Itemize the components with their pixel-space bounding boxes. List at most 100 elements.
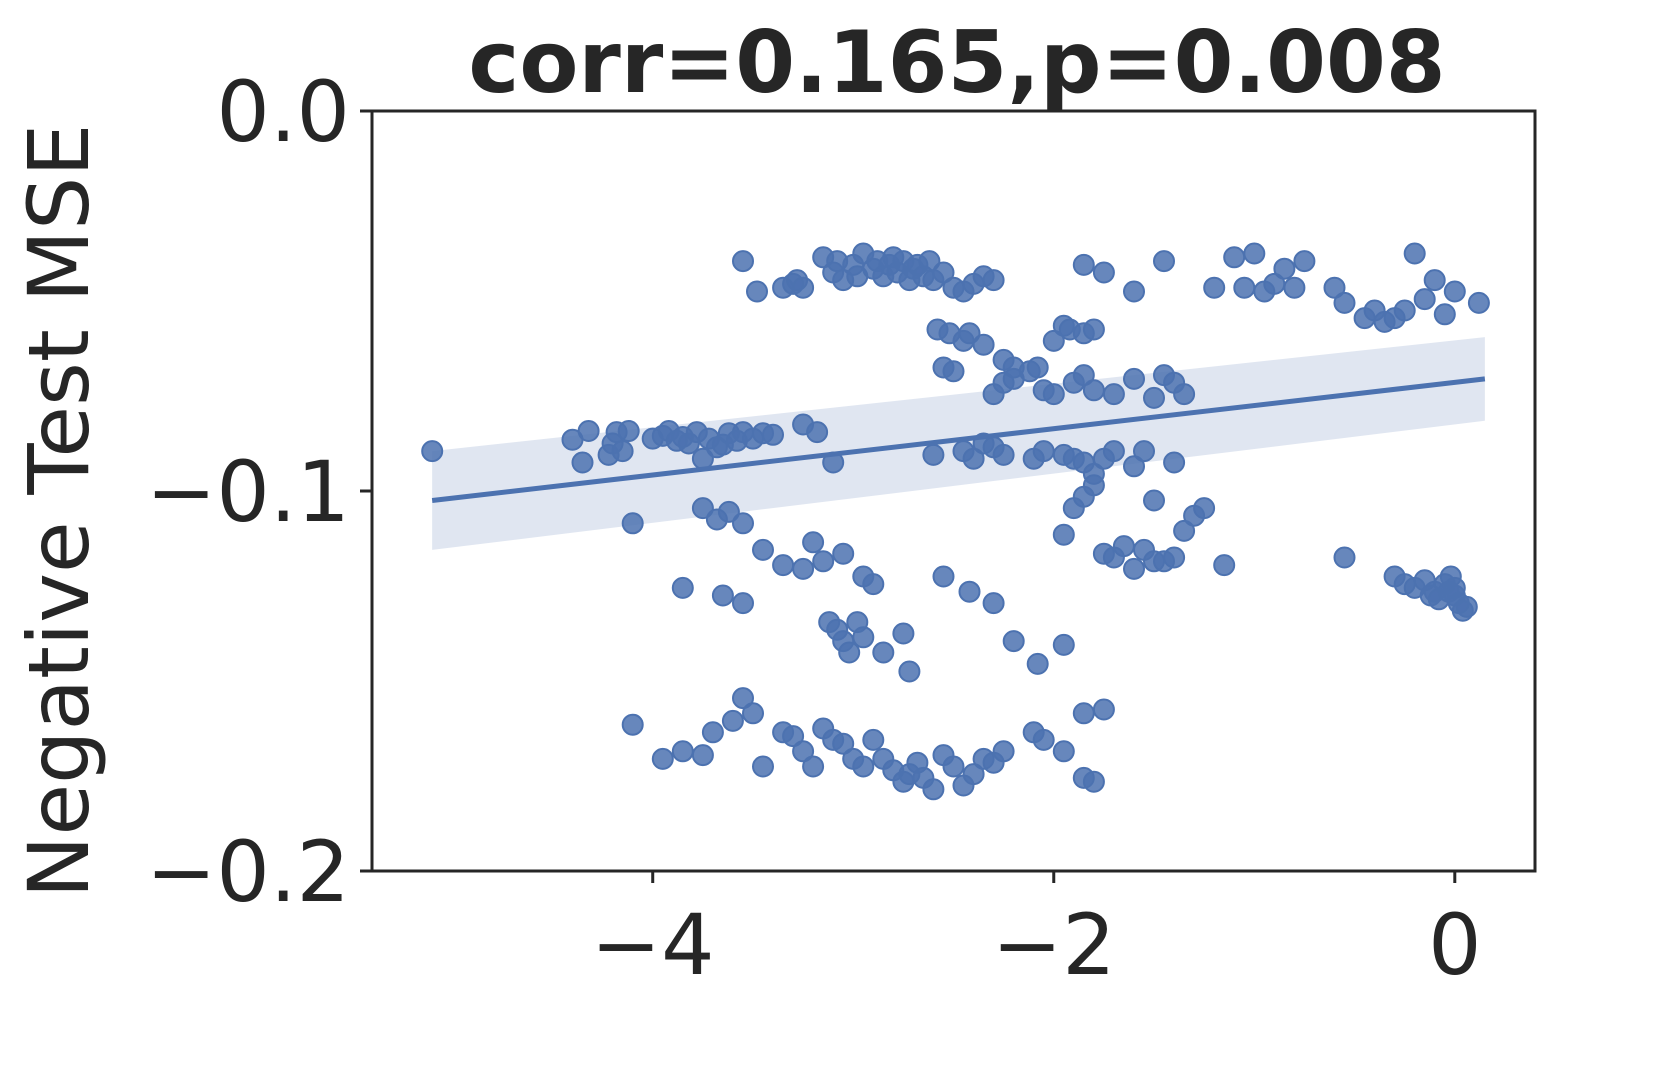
data-point <box>762 423 784 446</box>
data-point <box>671 740 694 763</box>
data-point <box>832 542 855 565</box>
data-point <box>621 512 644 535</box>
data-point <box>802 755 825 778</box>
data-point <box>1042 383 1065 406</box>
data-point <box>1052 633 1075 656</box>
data-point <box>577 420 600 442</box>
data-point <box>1163 451 1186 474</box>
data-point <box>898 660 921 683</box>
data-point <box>972 333 995 356</box>
data-point <box>872 641 895 664</box>
data-point <box>1032 728 1055 751</box>
data-point <box>1333 291 1356 314</box>
data-point <box>701 721 724 744</box>
data-point <box>1273 257 1296 280</box>
x-tick-label: 0 <box>1428 896 1481 994</box>
data-point <box>691 497 714 520</box>
data-point <box>1123 367 1145 390</box>
data-point <box>1143 489 1165 512</box>
data-point <box>1467 291 1490 314</box>
data-point <box>1419 584 1442 607</box>
data-point <box>1112 535 1135 558</box>
data-point <box>962 447 985 470</box>
data-point <box>792 557 815 580</box>
data-point <box>1082 770 1105 793</box>
x-tick-label: −2 <box>992 896 1116 994</box>
data-point <box>746 280 768 303</box>
regression-line-group <box>431 376 1486 503</box>
data-point <box>717 500 740 523</box>
x-tick-label: −4 <box>591 896 715 994</box>
data-point <box>1403 242 1426 265</box>
y-tick-label: −0.2 <box>146 823 350 921</box>
x-axis-ticks: −4 −2 0 <box>591 871 1482 994</box>
data-point <box>772 554 795 577</box>
data-point <box>852 626 875 649</box>
data-point <box>862 728 885 751</box>
data-point <box>1052 523 1075 546</box>
data-point <box>1455 595 1478 618</box>
data-point <box>1082 318 1105 341</box>
data-point <box>1283 276 1306 299</box>
data-point <box>1423 269 1446 292</box>
data-point <box>1042 329 1065 352</box>
data-point <box>1032 440 1055 463</box>
data-point <box>806 421 829 444</box>
data-point <box>691 744 714 767</box>
data-point <box>1393 299 1416 322</box>
data-point <box>1026 356 1049 379</box>
data-point <box>1223 246 1246 269</box>
data-point <box>832 732 855 755</box>
data-point <box>1293 250 1316 273</box>
data-point <box>932 565 955 588</box>
y-axis-label: Negative Test MSE <box>10 124 108 899</box>
data-point <box>1002 630 1025 653</box>
data-point <box>1143 386 1165 409</box>
data-point <box>958 322 981 345</box>
data-point <box>922 778 945 801</box>
data-point <box>922 443 945 466</box>
data-point <box>992 443 1015 466</box>
y-axis-ticks: 0.0 −0.1 −0.2 <box>146 63 372 921</box>
data-point <box>1082 474 1105 497</box>
data-point <box>1092 261 1115 284</box>
data-point <box>1163 546 1186 569</box>
data-point <box>1173 383 1196 406</box>
data-point <box>1213 554 1236 577</box>
data-point <box>1082 379 1105 402</box>
data-point <box>1173 519 1196 542</box>
data-point <box>421 440 444 463</box>
data-point <box>732 512 754 535</box>
data-point <box>621 713 644 736</box>
data-point <box>892 622 915 645</box>
data-point <box>792 740 815 763</box>
data-point <box>1123 280 1145 303</box>
data-point <box>962 763 985 786</box>
data-point <box>617 420 640 442</box>
data-point <box>1102 440 1125 463</box>
data-point <box>792 276 815 299</box>
data-point <box>992 740 1015 763</box>
data-point <box>1102 383 1125 406</box>
data-point <box>982 269 1005 292</box>
data-point <box>732 687 754 710</box>
data-point <box>1433 303 1456 326</box>
data-point <box>1333 546 1356 569</box>
data-point <box>1413 288 1436 311</box>
data-point <box>1323 276 1346 299</box>
data-point <box>1072 253 1095 276</box>
data-point <box>651 747 674 770</box>
data-point <box>752 755 774 778</box>
data-point <box>1123 455 1145 478</box>
data-point <box>1026 652 1049 675</box>
data-point <box>958 580 981 603</box>
data-point <box>571 451 594 474</box>
data-point <box>1133 440 1155 463</box>
data-point <box>742 702 764 725</box>
y-tick-label: −0.1 <box>146 443 350 541</box>
data-point <box>1052 740 1075 763</box>
data-point <box>1193 497 1216 520</box>
data-point <box>982 592 1005 615</box>
data-point <box>1153 250 1175 273</box>
